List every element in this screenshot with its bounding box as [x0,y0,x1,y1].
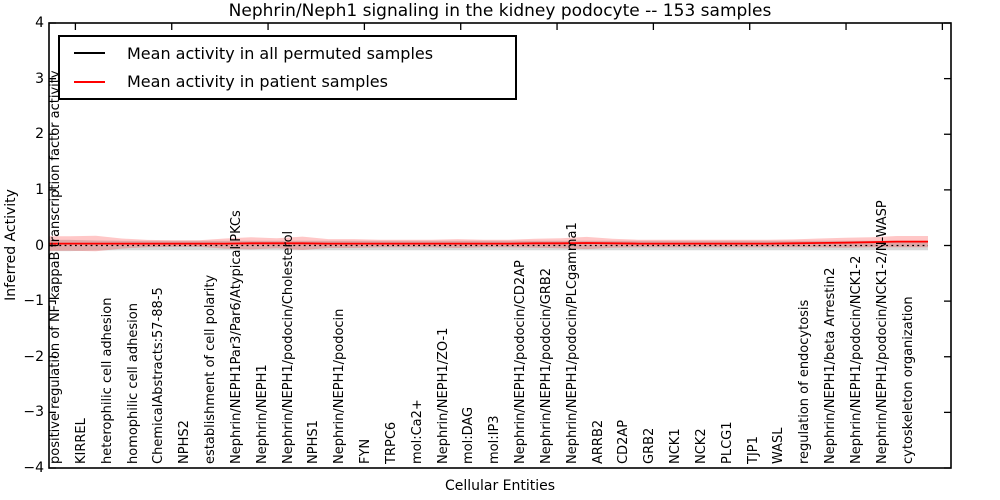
patient-line-swatch [74,80,105,83]
y-tick-label: −2 [23,348,44,365]
x-tick-label: Nephrin/NEPH1/podocin/NCK1-2/N-WASP [874,200,890,464]
x-tick-label: Nephrin/NEPH1/podocin/NCK1-2 [848,255,864,464]
x-tick-label: positive regulation of NF-kappaB transcr… [48,70,63,464]
y-tick-label: −1 [23,293,44,310]
x-tick-label: heterophilic cell adhesion [99,297,115,465]
legend: Mean activity in all permuted samples Me… [58,35,517,100]
legend-item-permuted: Mean activity in all permuted samples [60,40,515,66]
y-tick-label: −3 [23,404,44,421]
x-tick-label: PLCG1 [719,421,735,464]
x-tick-label: Nephrin/NEPH1/podocin/Cholesterol [280,230,296,464]
x-tick-label: KIRREL [73,418,89,464]
x-tick-label: Nephrin/NEPH1/podocin/GRB2 [538,267,554,464]
x-tick-label: homophilic cell adhesion [125,303,141,464]
x-tick-label: Nephrin/NEPH1Par3/Par6/Atypical PKCs [228,210,244,464]
x-tick-label: Nephrin/NEPH1/ZO-1 [435,327,451,464]
x-tick-label: FYN [358,438,374,464]
x-tick-label: Nephrin/NEPH1/podocin/PLCgamma1 [564,222,580,464]
x-tick-label: cytoskeleton organization [900,296,916,464]
chart-title: Nephrin/Neph1 signaling in the kidney po… [228,1,772,21]
permuted-line-swatch [74,52,105,55]
x-tick-label: ARRB2 [590,419,606,464]
x-tick-label: ChemicalAbstracts:57-88-5 [151,287,167,464]
x-tick-label: NPHS1 [306,420,322,464]
x-tick-label: NCK1 [668,428,684,464]
x-tick-label: Nephrin/NEPH1/podocin [332,308,348,464]
x-tick-label: mol:DAG [461,406,477,464]
x-tick-label: TJP1 [745,436,761,464]
x-tick-label: WASL [771,427,787,464]
x-tick-label: Nephrin/NEPH1/podocin/CD2AP [513,260,529,464]
y-tick-label: 4 [35,15,44,31]
x-tick-label: CD2AP [616,419,632,464]
legend-label: Mean activity in patient samples [127,72,388,92]
x-tick-label: establishment of cell polarity [203,274,219,464]
y-tick-label: 0 [35,237,44,254]
x-tick-label: mol:IP3 [487,415,503,464]
x-tick-label: mol:Ca2+ [409,399,425,464]
x-tick-label: TRPC6 [383,421,399,464]
x-tick-label: NCK2 [693,428,709,464]
x-tick-label: regulation of endocytosis [797,299,813,464]
x-axis-label: Cellular Entities [444,478,556,494]
y-tick-label: 2 [35,126,44,143]
x-tick-label: Nephrin/NEPH1/beta Arrestin2 [823,267,839,465]
y-tick-label: −4 [23,460,44,476]
x-tick-label: Nephrin/NEPH1 [254,364,270,464]
x-tick-label: NPHS2 [177,420,193,464]
legend-label: Mean activity in all permuted samples [127,43,434,63]
y-tick-label: 1 [35,181,44,198]
y-tick-label: 3 [35,70,44,87]
legend-item-patient: Mean activity in patient samples [60,69,515,95]
x-tick-label: GRB2 [642,427,658,464]
